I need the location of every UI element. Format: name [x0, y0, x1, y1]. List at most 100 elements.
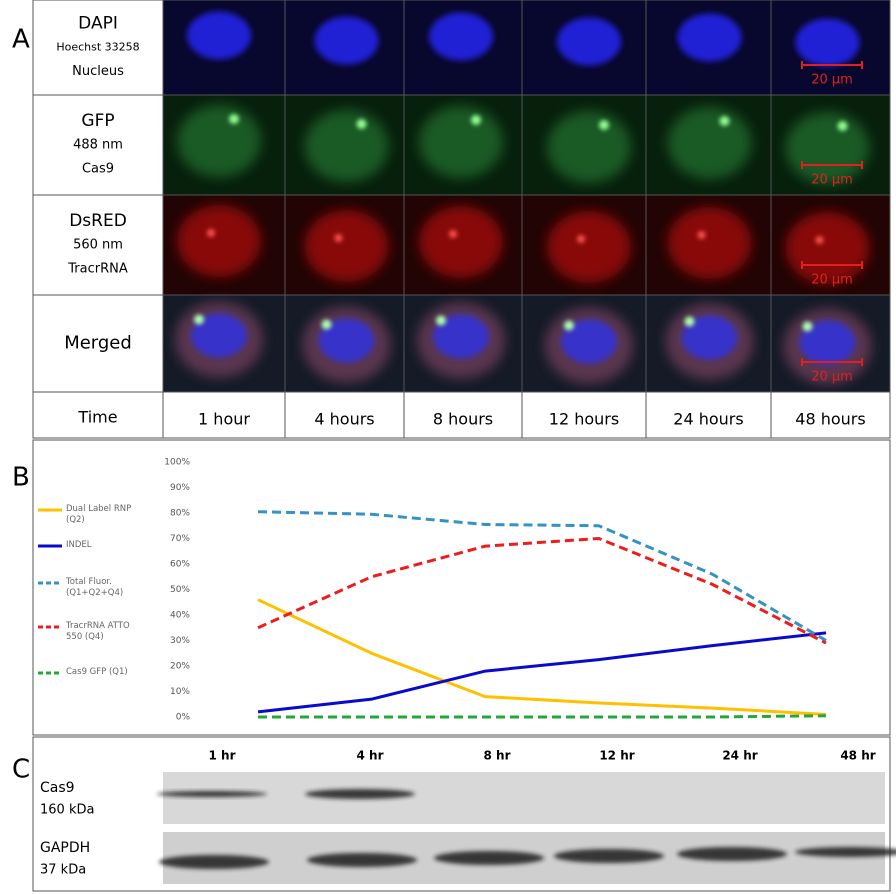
time-label: 4 hours: [314, 410, 374, 429]
y-tick-label: 10%: [170, 687, 190, 697]
spot: [599, 120, 609, 130]
y-tick-label: 30%: [170, 636, 190, 646]
blot-band: [157, 791, 267, 797]
series-line: [258, 714, 827, 719]
blot-strip: [163, 772, 885, 824]
row-label: Cas9: [82, 162, 114, 177]
nucleus: [561, 319, 617, 364]
time-cell: [403, 391, 523, 439]
time-cell: [162, 391, 286, 439]
y-tick-label: 40%: [170, 611, 190, 621]
spot: [837, 121, 848, 131]
row-label: 560 nm: [73, 238, 123, 253]
panel-c-frame: [32, 736, 891, 892]
cell-glow: [304, 110, 389, 182]
row-label: Nucleus: [72, 64, 124, 79]
size-label: 37 kDa: [40, 863, 86, 878]
spot: [321, 319, 332, 330]
y-tick-label: 80%: [170, 509, 190, 519]
legend-label: TracrRNA ATTO 550 (Q4): [66, 621, 130, 642]
blot-band: [305, 789, 415, 799]
spot: [564, 320, 574, 331]
lane-label: 4 hr: [357, 749, 384, 763]
time-cell: [770, 391, 891, 439]
scale-bar-label: 20 µm: [811, 73, 853, 88]
spot: [815, 236, 824, 244]
spot: [449, 230, 457, 238]
spot: [207, 229, 215, 237]
time-label: 1 hour: [198, 410, 250, 429]
series-line: [257, 536, 827, 645]
spot: [684, 316, 695, 327]
row-label: DAPI: [78, 14, 118, 34]
nucleus: [795, 18, 860, 67]
row-label: DsRED: [69, 211, 127, 231]
time-header: Time: [77, 408, 117, 427]
time-label: 8 hours: [433, 410, 493, 429]
nucleus: [187, 11, 251, 60]
series-line: [257, 510, 827, 642]
y-tick-label: 100%: [164, 458, 190, 468]
row-label: TracrRNA: [67, 262, 128, 277]
size-label: 160 kDa: [40, 803, 94, 818]
cell-glow: [667, 207, 752, 279]
nucleus: [314, 16, 379, 65]
blot-band: [677, 847, 787, 861]
legend-label: Total Fluor. (Q1+Q2+Q4): [66, 577, 124, 598]
time-label: 24 hours: [673, 410, 743, 429]
series-line: [257, 631, 827, 714]
lane-label: 24 hr: [722, 749, 757, 763]
spot: [229, 114, 239, 124]
cell-glow: [667, 107, 752, 179]
scale-bar-label: 20 µm: [811, 273, 853, 288]
y-tick-label: 60%: [170, 560, 190, 570]
time-cell: [521, 391, 647, 439]
cell-glow: [547, 111, 631, 183]
time-cell: [645, 391, 772, 439]
time-header-cell: [32, 391, 164, 439]
blot-band: [795, 847, 896, 857]
protein-label: GAPDH: [40, 840, 90, 856]
blot-band: [554, 849, 664, 863]
y-tick-label: 0%: [176, 713, 191, 723]
spot: [577, 235, 585, 243]
blot-band: [159, 855, 269, 869]
spot: [719, 116, 730, 126]
nucleus: [433, 314, 489, 359]
panel-b-frame: [32, 439, 891, 736]
row-label: Merged: [64, 333, 132, 354]
nucleus: [677, 13, 742, 62]
legend-label: Cas9 GFP (Q1): [66, 667, 128, 677]
lane-label: 8 hr: [484, 749, 511, 763]
y-tick-label: 50%: [170, 585, 190, 595]
time-cell: [284, 391, 405, 439]
nucleus: [318, 318, 375, 363]
blot-band: [434, 851, 544, 865]
cell-glow: [419, 206, 503, 278]
row-label: 488 nm: [73, 138, 123, 153]
lane-label: 48 hr: [840, 749, 875, 763]
nucleus: [799, 320, 856, 365]
nucleus: [429, 12, 493, 61]
legend-label: Dual Label RNP (Q2): [66, 504, 132, 525]
panel-label: C: [12, 755, 30, 785]
scale-bar-label: 20 µm: [811, 370, 853, 385]
scale-bar-label: 20 µm: [811, 173, 853, 188]
legend-label: INDEL: [66, 540, 92, 550]
spot: [802, 321, 813, 332]
nucleus: [191, 313, 247, 358]
panel-label: B: [12, 463, 30, 493]
spot: [436, 315, 446, 326]
y-tick-label: 90%: [170, 483, 190, 493]
row-label-cell: [32, 294, 164, 393]
nucleus: [557, 17, 621, 66]
row-label-cell: [32, 194, 164, 296]
cell-glow: [419, 106, 503, 178]
blot-band: [307, 853, 417, 867]
spot: [471, 115, 481, 125]
cell-glow: [304, 210, 389, 282]
spot: [356, 119, 367, 129]
spot: [194, 314, 204, 325]
